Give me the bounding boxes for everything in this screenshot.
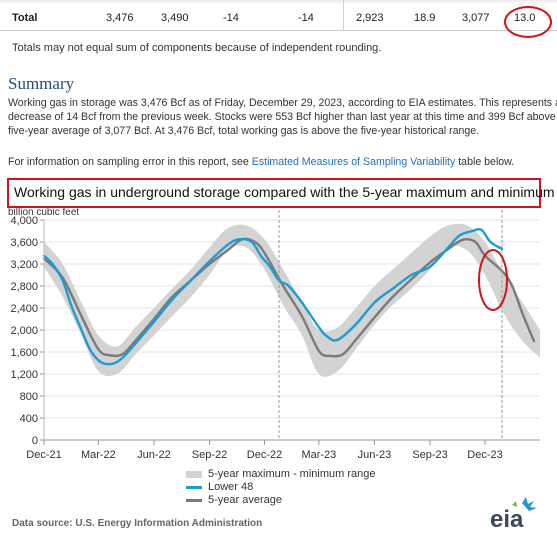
- data-source: Data source: U.S. Energy Information Adm…: [12, 518, 263, 529]
- x-tick-label: Mar-23: [301, 449, 336, 461]
- sampling-info: For information on sampling error in thi…: [8, 156, 514, 168]
- totals-value: 3,077: [462, 12, 490, 24]
- legend-swatch-lower48: [186, 486, 202, 489]
- y-tick-label: 400: [20, 413, 38, 425]
- chart-title-highlight-box: [7, 178, 541, 208]
- highlight-circle-latest: [478, 249, 508, 311]
- summary-line: five-year average of 3,077 Bcf. At 3,476…: [8, 125, 480, 137]
- x-tick-label: Dec-21: [26, 449, 61, 461]
- y-tick-label: 3,200: [10, 259, 38, 271]
- rounding-footnote: Totals may not equal sum of components b…: [12, 42, 382, 54]
- y-tick-label: 800: [20, 391, 38, 403]
- totals-label: Total: [12, 12, 38, 24]
- totals-value: -14: [223, 12, 239, 24]
- y-tick-label: 4,000: [10, 215, 38, 227]
- totals-value: 3,490: [161, 12, 189, 24]
- x-tick-label: Sep-23: [412, 449, 447, 461]
- totals-value: -14: [298, 12, 314, 24]
- y-tick-label: 1,200: [10, 369, 38, 381]
- y-axis-label: billion cubic feet: [8, 207, 80, 218]
- totals-value: 2,923: [356, 12, 384, 24]
- legend-label-range: 5-year maximum - minimum range: [208, 468, 376, 480]
- summary-paragraph: Working gas in storage was 3,476 Bcf as …: [8, 96, 557, 138]
- sampling-variability-link[interactable]: Estimated Measures of Sampling Variabili…: [251, 156, 456, 168]
- x-tick-label: Sep-22: [192, 449, 227, 461]
- y-tick-label: 2,400: [10, 303, 38, 315]
- x-tick-label: Dec-22: [247, 449, 282, 461]
- y-tick-label: 2,000: [10, 325, 38, 337]
- legend-label-average: 5-year average: [208, 494, 282, 506]
- totals-row: Total 3,476 3,490 -14 -14 2,923 18.9 3,0…: [0, 0, 557, 31]
- legend-swatch-range: [186, 471, 202, 478]
- y-tick-label: 0: [32, 435, 38, 447]
- summary-heading: Summary: [8, 74, 75, 93]
- legend-label-lower48: Lower 48: [208, 481, 254, 493]
- x-tick-label: Jun-23: [358, 449, 392, 461]
- totals-value: 3,476: [106, 12, 134, 24]
- five-year-average-line: [42, 237, 536, 358]
- sampling-info-prefix: For information on sampling error in thi…: [8, 156, 252, 168]
- highlight-circle-total: [504, 6, 552, 38]
- legend-swatch-average: [186, 499, 202, 502]
- x-tick-label: Dec-23: [467, 449, 502, 461]
- x-tick-label: Mar-22: [81, 449, 116, 461]
- y-tick-label: 1,600: [10, 347, 38, 359]
- summary-line: decrease of 14 Bcf from the previous wee…: [8, 111, 557, 123]
- eia-logo: eia: [490, 497, 537, 531]
- y-tick-label: 2,800: [10, 281, 38, 293]
- lower48-line: [42, 227, 504, 366]
- table-top-edge: [0, 0, 557, 4]
- sampling-info-suffix: table below.: [455, 156, 515, 168]
- x-tick-label: Jun-22: [137, 449, 171, 461]
- summary-line: Working gas in storage was 3,476 Bcf as …: [8, 97, 557, 109]
- chart-title: Working gas in underground storage compa…: [14, 184, 555, 200]
- svg-text:eia: eia: [490, 506, 524, 531]
- totals-value: 18.9: [414, 12, 436, 24]
- y-tick-label: 3,600: [10, 237, 38, 249]
- table-column-divider: [343, 0, 344, 30]
